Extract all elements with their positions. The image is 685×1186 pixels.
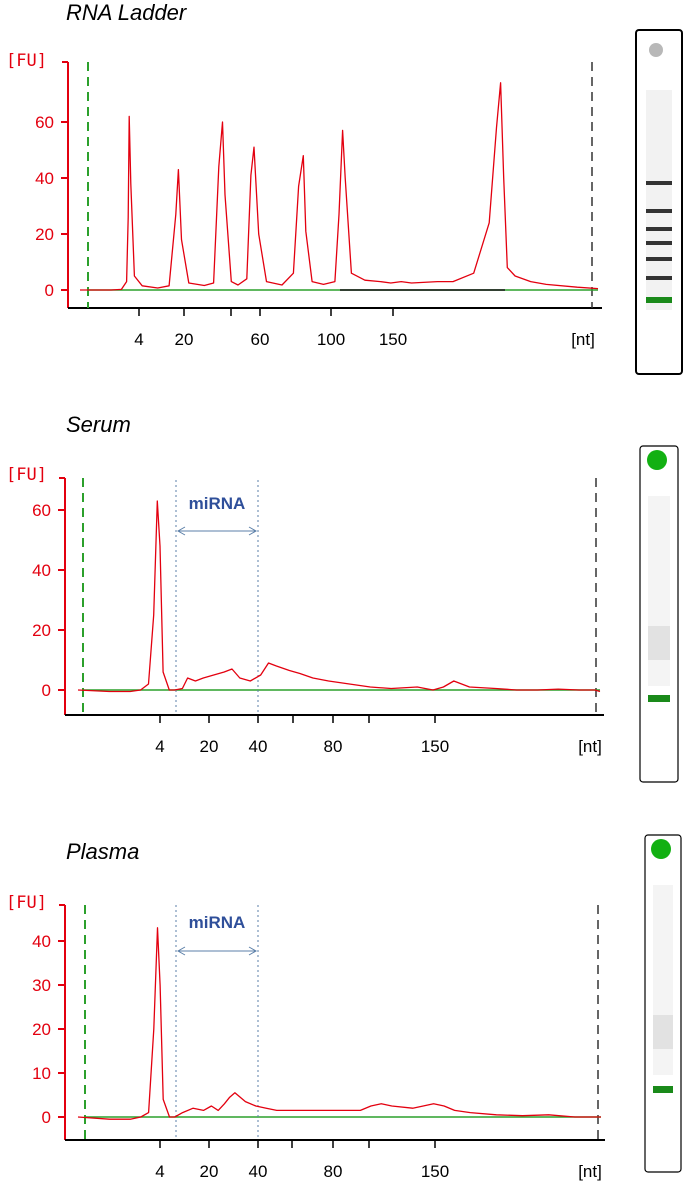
- x-tick-label: 80: [324, 737, 343, 756]
- y-axis-label: [FU]: [6, 893, 47, 913]
- x-tick-label: 80: [324, 1162, 343, 1181]
- x-tick-label: 4: [155, 737, 164, 756]
- loading-well-icon: [647, 450, 667, 470]
- mirna-arrowhead-right: [248, 526, 258, 536]
- electropherogram-trace: [77, 500, 601, 693]
- loading-well-icon: [651, 839, 671, 859]
- lower-marker-band: [646, 297, 672, 303]
- lane-smear: [648, 626, 670, 660]
- x-tick-label: 150: [379, 330, 407, 349]
- gel-lane: [639, 445, 679, 783]
- loading-well-icon: [649, 43, 663, 57]
- y-tick-label: 20: [35, 225, 54, 244]
- x-tick-label: 20: [175, 330, 194, 349]
- x-tick-label: 40: [249, 737, 268, 756]
- chart-title: Plasma: [66, 839, 139, 864]
- electropherogram-trace: [77, 927, 601, 1120]
- mirna-arrowhead-left: [176, 946, 186, 956]
- y-tick-label: 0: [45, 281, 54, 300]
- mirna-annotation: miRNA: [189, 913, 246, 932]
- x-axis-label: [nt]: [578, 1162, 602, 1181]
- y-axis-label: [FU]: [6, 465, 47, 485]
- ladder-band: [646, 227, 672, 231]
- lane-background: [646, 90, 672, 310]
- mirna-annotation: miRNA: [189, 494, 246, 513]
- x-tick-label: 20: [200, 737, 219, 756]
- y-tick-label: 40: [35, 169, 54, 188]
- x-tick-label: 40: [249, 1162, 268, 1181]
- mirna-arrowhead-left: [176, 526, 186, 536]
- y-tick-label: 60: [32, 501, 51, 520]
- x-tick-label: 100: [317, 330, 345, 349]
- x-tick-label: 60: [251, 330, 270, 349]
- y-tick-label: 20: [32, 1020, 51, 1039]
- y-tick-label: 20: [32, 621, 51, 640]
- ladder-band: [646, 276, 672, 280]
- y-tick-label: 0: [42, 681, 51, 700]
- y-tick-label: 30: [32, 976, 51, 995]
- y-tick-label: 0: [42, 1108, 51, 1127]
- y-tick-label: 60: [35, 113, 54, 132]
- lane-smear: [653, 1015, 673, 1049]
- x-tick-label: 150: [421, 737, 449, 756]
- y-tick-label: 10: [32, 1064, 51, 1083]
- ladder-band: [646, 257, 672, 261]
- ladder-band: [646, 209, 672, 213]
- x-tick-label: 4: [134, 330, 143, 349]
- y-tick-label: 40: [32, 932, 51, 951]
- x-tick-label: 20: [200, 1162, 219, 1181]
- chart-panel-2: Serum [FU] 0 20 40 60 4 20 40 80 150 [nt] miRNA: [6, 412, 679, 783]
- x-axis-label: [nt]: [571, 330, 595, 349]
- gel-lane: [644, 834, 682, 1173]
- y-axis-label: [FU]: [6, 51, 47, 71]
- x-axis-label: [nt]: [578, 737, 602, 756]
- chart-title: RNA Ladder: [66, 0, 188, 25]
- electropherogram-trace: [80, 82, 599, 291]
- mirna-arrowhead-right: [248, 946, 258, 956]
- chart-panel-3: Plasma [FU] 0 10 20 30 40 4 20 40 80 150 [nt] miRNA: [6, 834, 682, 1181]
- gel-lane: [635, 29, 683, 375]
- lower-marker-band: [648, 695, 670, 702]
- y-tick-label: 40: [32, 561, 51, 580]
- x-tick-label: 150: [421, 1162, 449, 1181]
- x-tick-label: 4: [155, 1162, 164, 1181]
- ladder-band: [646, 181, 672, 185]
- ladder-band: [646, 241, 672, 245]
- chart-title: Serum: [66, 412, 131, 437]
- lower-marker-band: [653, 1086, 673, 1093]
- chart-panel-1: RNA Ladder [FU] 0 20 40 60 4 20 60 100 150 [nt]: [6, 0, 683, 375]
